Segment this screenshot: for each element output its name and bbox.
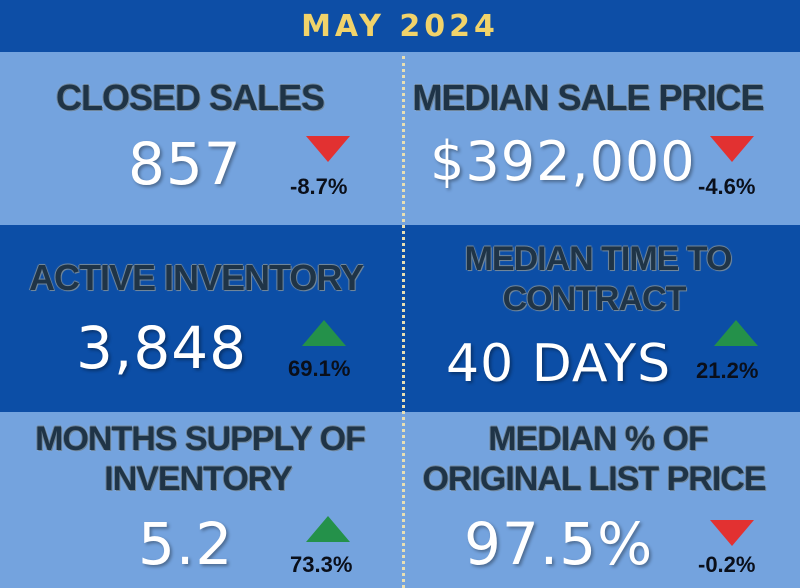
header-title: MAY 2024 (301, 8, 499, 44)
row-band-1 (0, 52, 800, 225)
metric-label: MEDIAN SALE PRICE (412, 77, 764, 118)
up-arrow-icon (302, 320, 346, 346)
metric-label: CLOSED SALES (55, 77, 325, 118)
metric-label-line2: INVENTORY (104, 460, 292, 498)
row-band-3 (0, 412, 800, 588)
down-arrow-icon (710, 520, 754, 546)
down-arrow-icon (710, 136, 754, 162)
metric-months-supply: MONTHS SUPPLY OF INVENTORY 5.2 73.3% (0, 412, 400, 588)
metric-label-line1: MONTHS SUPPLY OF (35, 420, 366, 458)
column-divider (402, 56, 405, 588)
metric-label-line1: MEDIAN % OF (488, 420, 708, 458)
metric-closed-sales: CLOSED SALES 857 -8.7% (0, 52, 400, 225)
metric-median-pct-list-price: MEDIAN % OF ORIGINAL LIST PRICE 97.5% -0… (400, 412, 800, 588)
metric-median-time-to-contract: MEDIAN TIME TO CONTRACT 40 DAYS 21.2% (400, 228, 800, 410)
metric-active-inventory: ACTIVE INVENTORY 3,848 69.1% (0, 228, 400, 410)
up-arrow-icon (306, 516, 350, 542)
metric-value: 3,848 (76, 314, 248, 382)
header-bar: MAY 2024 (0, 0, 800, 52)
metric-change: -0.2% (698, 552, 756, 577)
metric-value: 40 DAYS (446, 334, 672, 394)
metric-change: 21.2% (696, 358, 759, 383)
metric-change: -8.7% (290, 174, 348, 199)
metric-label-line1: MEDIAN TIME TO (464, 240, 733, 278)
metric-change: 69.1% (288, 356, 351, 381)
metric-change: -4.6% (698, 174, 756, 199)
metric-label-line2: ORIGINAL LIST PRICE (422, 460, 766, 498)
metric-value: 97.5% (464, 510, 654, 578)
up-arrow-icon (714, 320, 758, 346)
metric-value: 5.2 (138, 510, 234, 578)
metric-label-line2: CONTRACT (502, 280, 687, 318)
down-arrow-icon (306, 136, 350, 162)
row-band-2 (0, 228, 800, 410)
metric-value: $392,000 (430, 130, 696, 193)
metric-value: 857 (128, 130, 242, 198)
metric-label: ACTIVE INVENTORY (28, 257, 364, 298)
metric-median-sale-price: MEDIAN SALE PRICE $392,000 -4.6% (400, 52, 800, 225)
metric-change: 73.3% (290, 552, 353, 577)
